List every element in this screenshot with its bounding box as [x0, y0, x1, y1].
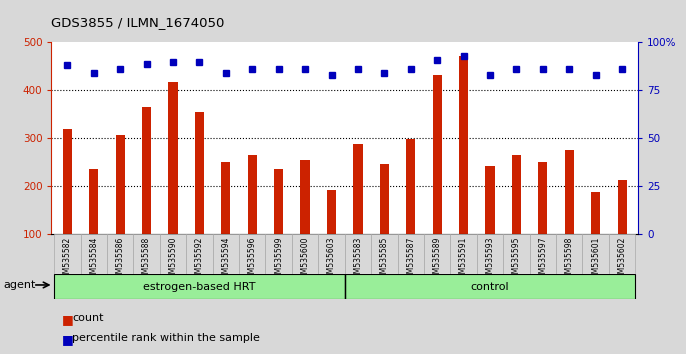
Bar: [582, 234, 609, 274]
Bar: [380, 164, 389, 281]
Bar: [609, 234, 635, 274]
Bar: [344, 274, 635, 299]
Bar: [486, 166, 495, 281]
Bar: [512, 155, 521, 281]
Text: GSM535589: GSM535589: [433, 237, 442, 283]
Bar: [221, 162, 230, 281]
Bar: [344, 234, 371, 274]
Bar: [433, 75, 442, 281]
Bar: [160, 234, 186, 274]
Text: GSM535588: GSM535588: [142, 237, 151, 283]
Bar: [89, 169, 98, 281]
Bar: [451, 234, 477, 274]
Bar: [371, 234, 398, 274]
Text: GSM535600: GSM535600: [300, 237, 309, 284]
Bar: [406, 139, 416, 281]
Bar: [565, 150, 574, 281]
Bar: [539, 162, 547, 281]
Bar: [477, 234, 504, 274]
Bar: [248, 155, 257, 281]
Bar: [504, 234, 530, 274]
Bar: [318, 234, 344, 274]
Text: GSM535599: GSM535599: [274, 237, 283, 284]
Text: GSM535590: GSM535590: [169, 237, 178, 284]
Bar: [300, 160, 309, 281]
Bar: [54, 234, 80, 274]
Text: GSM535594: GSM535594: [222, 237, 230, 284]
Text: GSM535583: GSM535583: [353, 237, 362, 283]
Text: ■: ■: [62, 333, 73, 346]
Bar: [591, 192, 600, 281]
Bar: [424, 234, 451, 274]
Bar: [239, 234, 265, 274]
Text: GSM535582: GSM535582: [63, 237, 72, 283]
Bar: [142, 107, 151, 281]
Bar: [274, 169, 283, 281]
Text: GSM535585: GSM535585: [380, 237, 389, 283]
Text: GSM535603: GSM535603: [327, 237, 336, 284]
Text: GSM535587: GSM535587: [406, 237, 415, 283]
Text: estrogen-based HRT: estrogen-based HRT: [143, 282, 256, 292]
Text: GSM535597: GSM535597: [539, 237, 547, 284]
Bar: [459, 56, 469, 281]
Bar: [327, 190, 336, 281]
Bar: [195, 112, 204, 281]
Text: GSM535586: GSM535586: [116, 237, 125, 283]
Bar: [80, 234, 107, 274]
Bar: [398, 234, 424, 274]
Text: GSM535601: GSM535601: [591, 237, 600, 283]
Bar: [292, 234, 318, 274]
Text: GSM535595: GSM535595: [512, 237, 521, 284]
Bar: [115, 135, 125, 281]
Text: count: count: [72, 313, 104, 323]
Text: control: control: [471, 282, 509, 292]
Bar: [556, 234, 582, 274]
Text: GSM535592: GSM535592: [195, 237, 204, 283]
Bar: [617, 180, 627, 281]
Text: GSM535598: GSM535598: [565, 237, 573, 283]
Bar: [213, 234, 239, 274]
Bar: [133, 234, 160, 274]
Bar: [107, 234, 133, 274]
Text: GDS3855 / ILMN_1674050: GDS3855 / ILMN_1674050: [51, 16, 225, 29]
Bar: [265, 234, 292, 274]
Bar: [530, 234, 556, 274]
Text: GSM535593: GSM535593: [486, 237, 495, 284]
Bar: [168, 82, 178, 281]
Text: ■: ■: [62, 313, 73, 326]
Text: percentile rank within the sample: percentile rank within the sample: [72, 333, 260, 343]
Text: agent: agent: [3, 280, 36, 290]
Text: GSM535584: GSM535584: [89, 237, 98, 283]
Bar: [353, 144, 362, 281]
Bar: [54, 274, 344, 299]
Bar: [62, 129, 72, 281]
Text: GSM535602: GSM535602: [617, 237, 626, 283]
Text: GSM535596: GSM535596: [248, 237, 257, 284]
Bar: [186, 234, 213, 274]
Text: GSM535591: GSM535591: [459, 237, 468, 283]
